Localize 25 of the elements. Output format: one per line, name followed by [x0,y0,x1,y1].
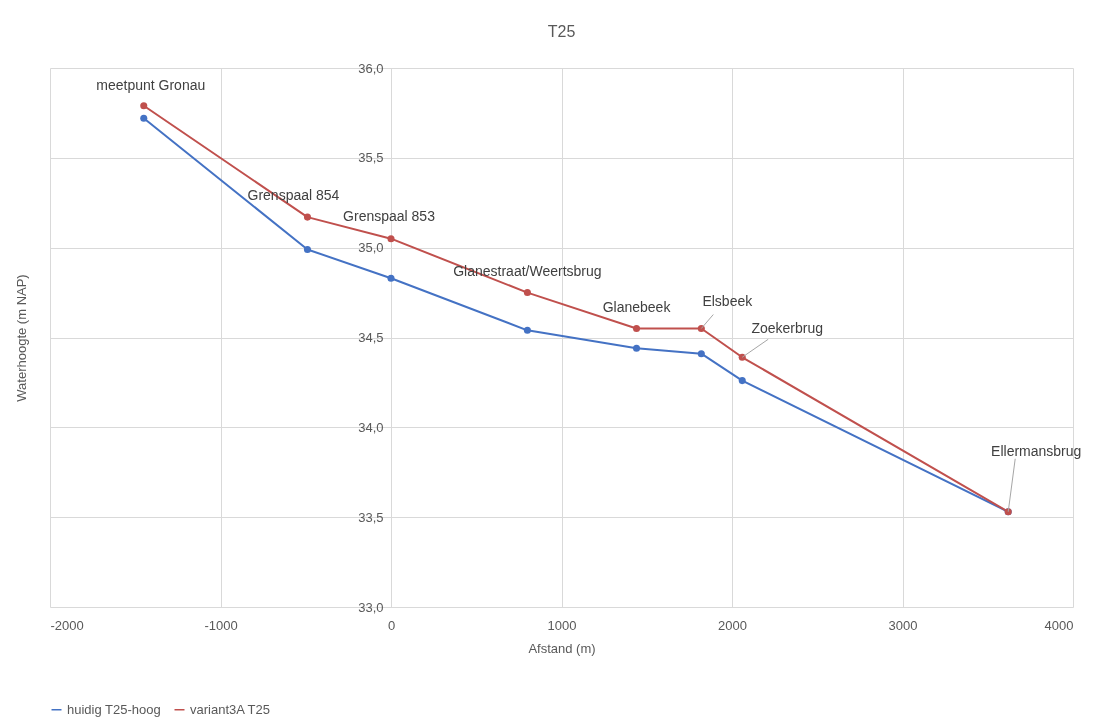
x-tick-label: 1000 [547,617,577,633]
chart-title: T25 [547,23,576,40]
y-tick-label: 33,5 [358,509,384,525]
legend-label: variant3A T25 [190,701,270,717]
x-tick-label: 0 [387,617,396,633]
y-tick-label: 36,0 [358,60,384,76]
x-tick-label: 3000 [888,617,918,633]
y-tick-label: 34,5 [358,330,384,345]
annotation: Grenspaal 853 [343,207,436,224]
x-tick-label: -1000 [204,617,238,633]
annotation: Glanebeek [602,298,672,315]
annotation: Ellermansbrug [991,442,1082,459]
annotation: Elsbeek [702,292,754,309]
x-tick-label: 4000 [1044,617,1074,633]
annotation: meetpunt Gronau [96,76,206,93]
y-tick-label: 35,0 [358,240,384,256]
x-tick-label: -2000 [50,617,84,633]
x-tick-label: 2000 [718,617,747,633]
legend-label: huidig T25-hoog [67,701,161,717]
x-axis-title: Afstand (m) [528,640,596,656]
annotation: Zoekerbrug [751,320,824,337]
y-axis-title: Waterhoogte (m NAP) [13,274,29,402]
y-tick-label: 34,0 [358,419,384,435]
y-tick-label: 33,0 [358,599,384,615]
y-tick-label: 35,5 [358,150,384,166]
